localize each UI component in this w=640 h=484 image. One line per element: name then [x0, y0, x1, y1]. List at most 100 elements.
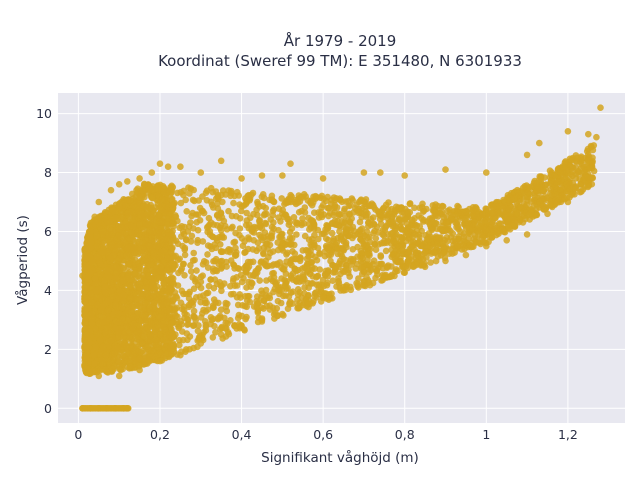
scatter-point [381, 238, 388, 245]
scatter-point [186, 291, 193, 298]
scatter-point [158, 264, 165, 271]
scatter-point [533, 180, 540, 187]
scatter-point [222, 325, 229, 332]
scatter-point [96, 267, 103, 274]
scatter-point [174, 313, 181, 320]
scatter-point [261, 298, 268, 305]
scatter-point [231, 323, 238, 330]
scatter-point [285, 305, 292, 312]
scatter-point [451, 249, 458, 256]
scatter-point [127, 283, 134, 290]
scatter-point [265, 263, 272, 270]
scatter-point [253, 248, 260, 255]
scatter-point [267, 242, 274, 249]
scatter-point [302, 204, 309, 211]
scatter-point [230, 200, 237, 207]
scatter-point [109, 242, 116, 249]
scatter-point [121, 292, 128, 299]
scatter-point [552, 197, 559, 204]
scatter-point [190, 345, 197, 352]
scatter-point [199, 310, 206, 317]
scatter-point [534, 212, 541, 219]
scatter-point [540, 187, 547, 194]
scatter-point [336, 228, 343, 235]
scatter-point [156, 219, 163, 226]
scatter-point [221, 218, 228, 225]
scatter-point [93, 344, 100, 351]
scatter-point [316, 251, 323, 258]
scatter-point [262, 229, 269, 236]
scatter-point [203, 322, 210, 329]
scatter-point [175, 325, 182, 332]
scatter-point [382, 227, 389, 234]
scatter-point [404, 210, 411, 217]
scatter-point [548, 171, 555, 178]
scatter-point [286, 221, 293, 228]
scatter-point [346, 273, 353, 280]
scatter-point [293, 256, 300, 263]
scatter-point [126, 260, 133, 267]
scatter-point [204, 187, 211, 194]
scatter-point [137, 303, 144, 310]
scatter-point [378, 253, 385, 260]
scatter-point [141, 181, 148, 188]
scatter-point [126, 334, 133, 341]
scatter-point [316, 214, 323, 221]
scatter-point [295, 199, 302, 206]
scatter-point [127, 363, 134, 370]
scatter-point [139, 239, 146, 246]
scatter-point [260, 191, 267, 198]
scatter-point [397, 217, 404, 224]
scatter-point [191, 198, 198, 205]
scatter-point [226, 331, 233, 338]
scatter-point [505, 206, 512, 213]
scatter-point [141, 333, 148, 340]
scatter-point [350, 246, 357, 253]
scatter-point [164, 267, 171, 274]
scatter-point [211, 323, 218, 330]
scatter-point [142, 256, 149, 263]
scatter-point [102, 284, 109, 291]
scatter-point [586, 154, 593, 161]
scatter-point [261, 211, 268, 218]
scatter-point [525, 190, 532, 197]
scatter-point [243, 222, 250, 229]
scatter-point [125, 274, 132, 281]
scatter-point [180, 337, 187, 344]
scatter-point [162, 336, 169, 343]
scatter-point [144, 343, 151, 350]
scatter-point [228, 188, 235, 195]
scatter-point [166, 277, 173, 284]
scatter-point [275, 298, 282, 305]
scatter-point [517, 204, 524, 211]
scatter-point [328, 290, 335, 297]
scatter-point [127, 197, 134, 204]
scatter-point [128, 355, 135, 362]
scatter-point [416, 205, 423, 212]
scatter-point [312, 290, 319, 297]
scatter-point [171, 263, 178, 270]
scatter-point [355, 281, 362, 288]
scatter-point [140, 229, 147, 236]
scatter-point [137, 285, 144, 292]
scatter-point [205, 242, 212, 249]
scatter-point [131, 321, 138, 328]
scatter-point [184, 316, 191, 323]
scatter-point [234, 189, 241, 196]
scatter-point [430, 207, 437, 214]
scatter-point [301, 220, 308, 227]
scatter-point [346, 211, 353, 218]
scatter-point [547, 201, 554, 208]
scatter-point [120, 353, 127, 360]
scatter-point [222, 191, 229, 198]
scatter-point [156, 233, 163, 240]
scatter-point [304, 255, 311, 262]
scatter-point [209, 202, 216, 209]
scatter-point [358, 197, 365, 204]
scatter-point [533, 206, 540, 213]
scatter-point [309, 280, 316, 287]
scatter-point [193, 219, 200, 226]
scatter-point [239, 302, 246, 309]
scatter-point [200, 238, 207, 245]
scatter-point [254, 199, 261, 206]
